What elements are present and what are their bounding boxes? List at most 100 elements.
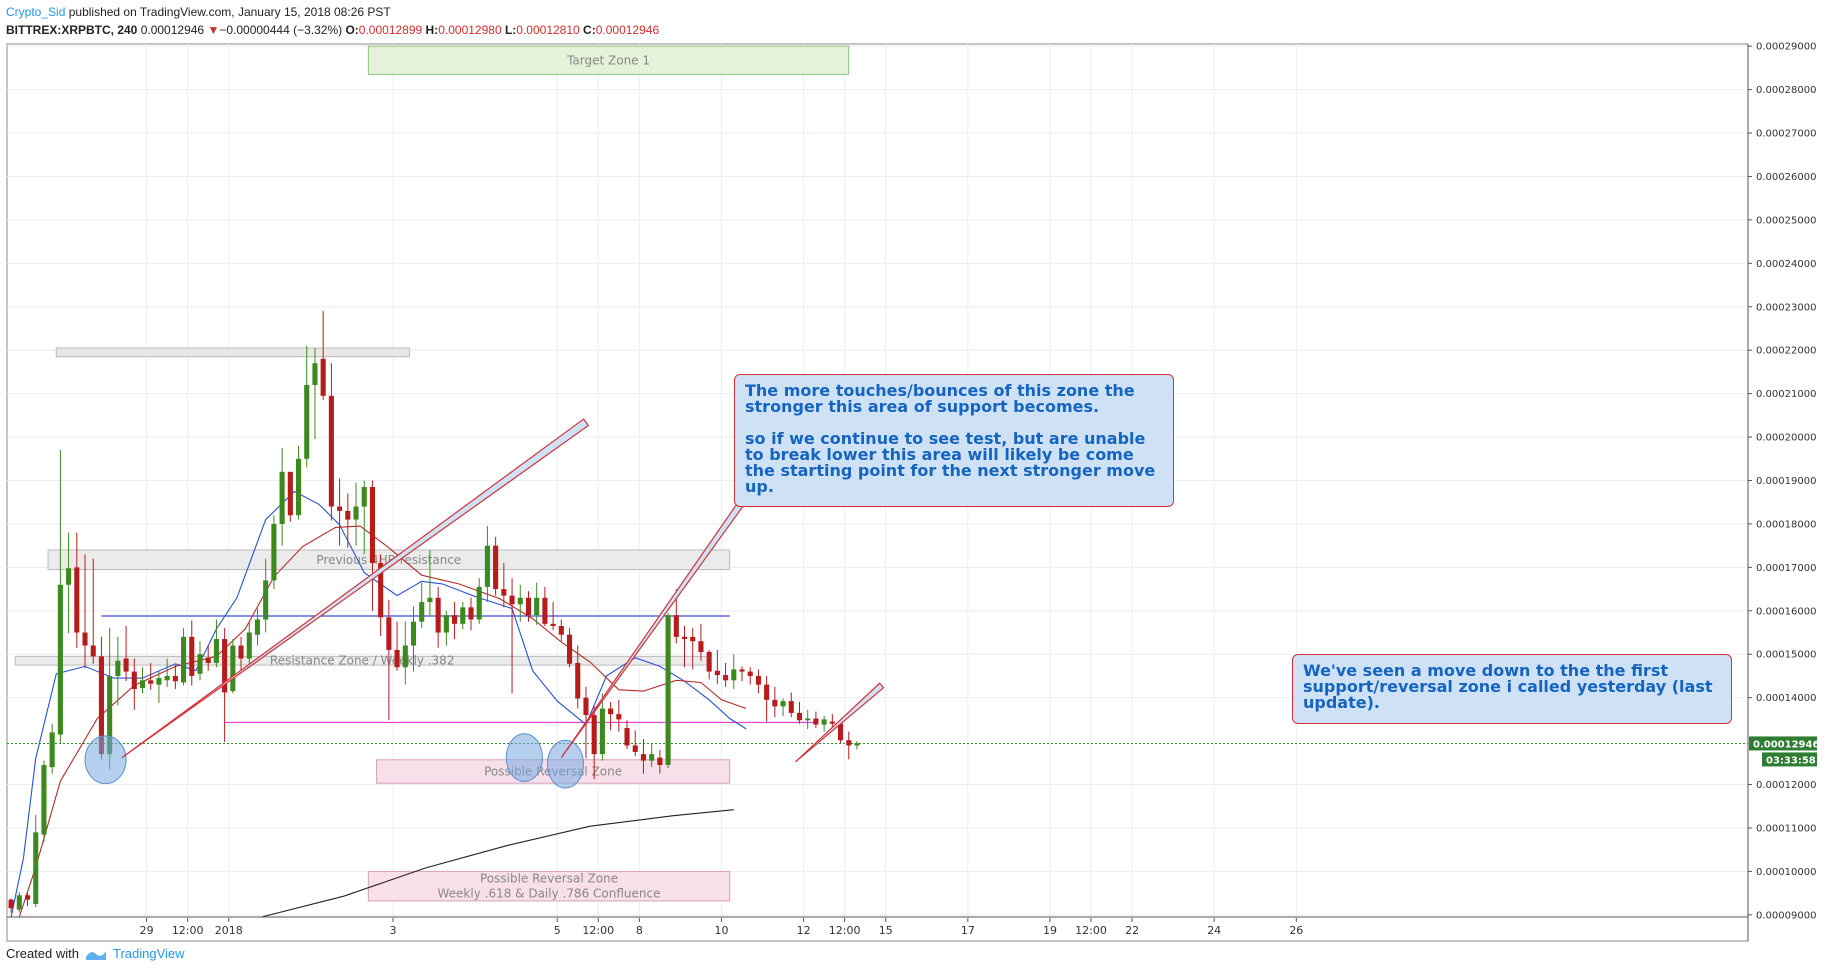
- candle-body: [115, 660, 121, 676]
- candle-body: [673, 615, 679, 637]
- bullish-candle: [279, 447, 285, 546]
- high-value: 0.00012980: [438, 23, 502, 37]
- candle-body: [747, 671, 753, 676]
- bullish-candle: [410, 606, 417, 672]
- touch-ellipse-3: [546, 739, 585, 789]
- bearish-candle: [501, 563, 507, 608]
- candle-body: [222, 639, 228, 693]
- candle-body: [213, 639, 219, 663]
- bullish-candle: [361, 480, 367, 555]
- candle-body: [435, 597, 441, 633]
- candlesticks: [8, 311, 860, 913]
- bearish-candle: [714, 649, 720, 684]
- candle-body: [98, 656, 104, 755]
- candle-body: [295, 458, 302, 516]
- bearish-candle: [706, 649, 712, 680]
- candle-body: [821, 719, 827, 725]
- bullish-candle: [139, 667, 146, 694]
- symbol-label: BITTREX:XRPBTC, 240: [6, 23, 138, 37]
- bullish-candle: [534, 582, 540, 625]
- y-tick-label: 0.00019000: [1756, 476, 1816, 487]
- bearish-candle: [796, 702, 803, 724]
- candle-body: [805, 718, 811, 721]
- last-price-tag: [1749, 736, 1817, 751]
- candle-body: [24, 895, 31, 900]
- author-link[interactable]: Crypto_Sid: [6, 5, 66, 19]
- bearish-candle: [320, 311, 326, 401]
- bearish-candle: [386, 599, 392, 721]
- tradingview-brand-link[interactable]: TradingView: [112, 946, 185, 961]
- candle-body: [534, 597, 540, 616]
- bullish-candle: [263, 558, 269, 633]
- x-tick-label: 12:00: [829, 924, 861, 937]
- x-tick-label: 5: [554, 924, 561, 937]
- candle-body: [41, 764, 47, 835]
- last-price-tag-label: 0.00012946: [1753, 739, 1819, 750]
- x-tick-label: 17: [961, 924, 975, 937]
- bullish-candle: [649, 743, 655, 768]
- bullish-candle: [427, 549, 433, 616]
- support-note-callout: The more touches/bounces of this zone th…: [734, 374, 1174, 507]
- x-tick-label: 19: [1043, 924, 1057, 937]
- bullish-candle: [115, 636, 121, 706]
- bearish-candle: [328, 363, 334, 521]
- candle-body: [394, 649, 400, 668]
- target-zone-label: Target Zone 1: [566, 53, 650, 67]
- y-tick-label: 0.00027000: [1756, 129, 1816, 140]
- bearish-candle: [205, 645, 211, 671]
- bullish-candle: [164, 658, 170, 687]
- pointer-line-1: [121, 418, 590, 759]
- y-tick-label: 0.00026000: [1756, 172, 1816, 183]
- y-tick-label: 0.00017000: [1756, 563, 1816, 574]
- bearish-candle: [452, 602, 458, 640]
- bullish-candle: [49, 723, 55, 774]
- candle-body: [8, 899, 14, 909]
- candle-body: [361, 487, 367, 507]
- bearish-candle: [82, 554, 88, 669]
- candle-body: [443, 615, 449, 633]
- candle-body: [16, 895, 22, 910]
- ema-fast: [10, 490, 747, 918]
- bearish-candle: [739, 666, 745, 682]
- bullish-candle: [484, 526, 490, 603]
- candle-body: [460, 607, 466, 624]
- x-tick-label: 3: [389, 924, 396, 937]
- y-tick-label: 0.00011000: [1756, 823, 1816, 834]
- bearish-candle: [394, 621, 400, 671]
- candle-body: [189, 636, 195, 676]
- bearish-candle: [788, 692, 794, 718]
- bullish-candle: [821, 715, 827, 732]
- bullish-candle: [213, 619, 219, 668]
- bearish-candle: [123, 626, 129, 682]
- x-tick-label: 10: [714, 924, 728, 937]
- x-tick-label: 22: [1125, 924, 1139, 937]
- bearish-candle: [632, 730, 638, 757]
- bearish-candle: [575, 645, 581, 709]
- high-label: H:: [425, 23, 439, 37]
- bullish-candle: [419, 582, 425, 629]
- last-price: 0.00012946: [140, 23, 205, 37]
- y-tick-label: 0.00012000: [1756, 780, 1816, 791]
- bullish-candle: [16, 892, 22, 913]
- candle-body: [698, 641, 704, 653]
- candle-body: [238, 645, 244, 659]
- bearish-candle: [369, 480, 375, 611]
- candle-body: [608, 708, 614, 715]
- bullish-candle: [156, 671, 162, 703]
- y-tick-label: 0.00014000: [1756, 693, 1816, 704]
- candle-body: [181, 636, 187, 683]
- candle-body: [681, 636, 688, 640]
- bearish-candle: [238, 636, 244, 672]
- bullish-candle: [460, 602, 466, 630]
- candle-body: [829, 721, 835, 724]
- close-value: 0.00012946: [595, 23, 660, 37]
- candle-body: [640, 754, 646, 761]
- candle-body: [369, 487, 375, 564]
- candle-body: [312, 363, 318, 385]
- ohlc-line: BITTREX:XRPBTC, 240 0.00012946 ▼−0.00000…: [6, 22, 659, 38]
- candle-body: [353, 506, 359, 520]
- candle-body: [156, 678, 162, 685]
- candle-body: [427, 597, 433, 603]
- candle-body: [57, 584, 63, 735]
